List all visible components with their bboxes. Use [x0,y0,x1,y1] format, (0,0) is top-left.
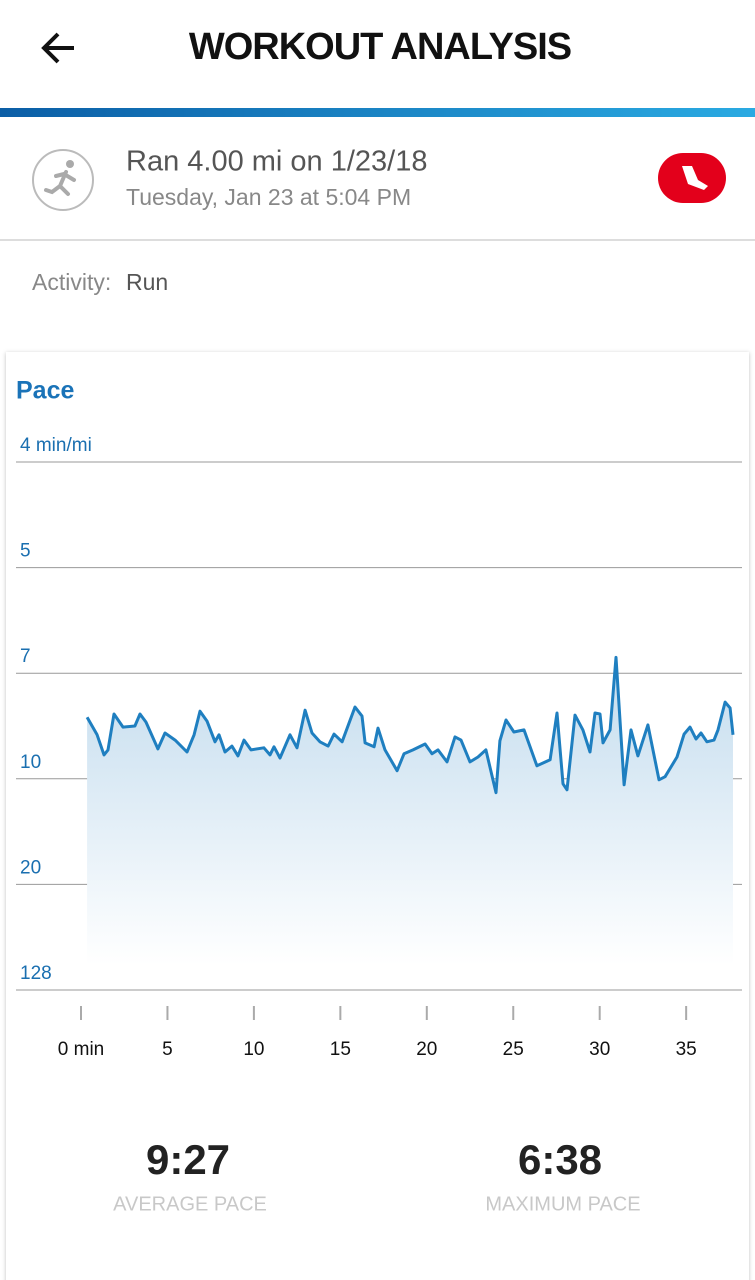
x-tick-label: 30 [589,1039,610,1060]
stat-value: 6:38 [518,1136,602,1183]
pace-line [85,655,735,795]
x-tick-label: 35 [676,1039,697,1060]
activity-icon [32,149,94,211]
stat-label: AVERAGE PACE [113,1193,267,1215]
shoe-icon [682,166,708,190]
x-tick-label: 10 [243,1039,264,1060]
x-tick-label: 0 min [58,1039,104,1060]
workout-title: Ran 4.00 mi on 1/23/18 [126,146,427,178]
activity-label: Activity: [32,269,111,295]
y-tick-label: 5 [20,541,31,562]
y-tick-label: 10 [20,752,41,773]
stat-value: 9:27 [146,1136,230,1183]
x-tick-label: 20 [416,1039,437,1060]
workout-subtitle: Tuesday, Jan 23 at 5:04 PM [126,184,411,210]
x-tick-label: 25 [503,1039,524,1060]
runner-icon [44,160,76,196]
pace-area [87,657,734,965]
chart-title: Pace [16,377,74,405]
header-bar [0,108,755,117]
x-tick-label: 15 [330,1039,351,1060]
x-tick-label: 5 [162,1039,173,1060]
header-title: WORKOUT ANALYSIS [189,26,571,68]
stat-label: MAXIMUM PACE [485,1193,640,1215]
y-tick-label: 4 min/mi [20,435,92,456]
y-tick-label: 20 [20,857,41,878]
back-button[interactable] [41,32,74,64]
activity-value: Run [126,269,168,295]
y-tick-label: 128 [20,963,52,984]
y-tick-label: 7 [20,646,31,667]
